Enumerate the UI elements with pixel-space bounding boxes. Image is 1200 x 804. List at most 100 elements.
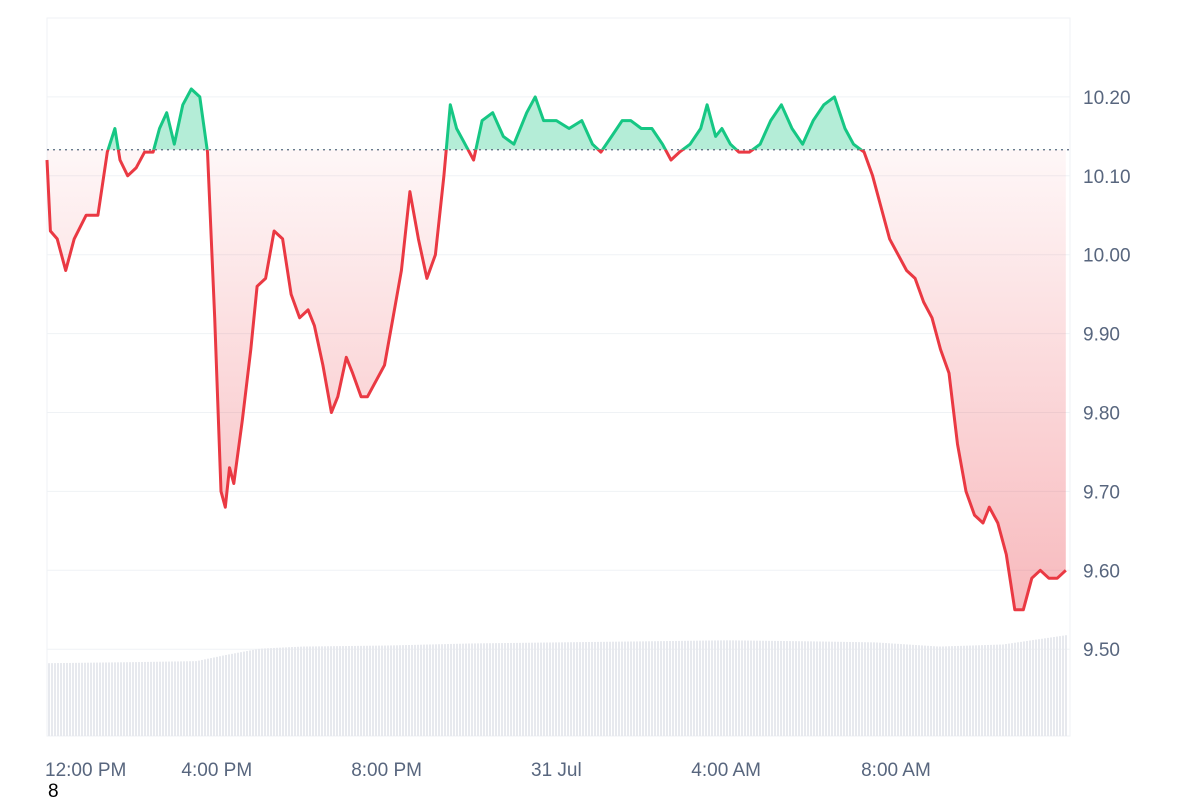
volume-bar bbox=[507, 643, 509, 736]
x-tick-label: 8:00 PM bbox=[351, 760, 422, 781]
volume-bar bbox=[219, 656, 221, 736]
volume-bar bbox=[708, 640, 710, 736]
volume-bar bbox=[627, 641, 629, 736]
volume-bar bbox=[492, 643, 494, 736]
volume-bar bbox=[801, 641, 803, 736]
volume-bar bbox=[57, 663, 59, 736]
volume-bar bbox=[300, 646, 302, 736]
volume-bar bbox=[348, 645, 350, 736]
volume-bar bbox=[1041, 638, 1043, 736]
volume-bars bbox=[48, 635, 1067, 736]
volume-bar bbox=[945, 646, 947, 736]
volume-bar bbox=[906, 644, 908, 736]
volume-bar bbox=[1044, 638, 1046, 736]
volume-bar bbox=[867, 642, 869, 736]
volume-bar bbox=[1047, 637, 1049, 736]
volume-bar bbox=[564, 642, 566, 736]
volume-bar bbox=[114, 662, 116, 736]
volume-bar bbox=[714, 640, 716, 736]
volume-bar bbox=[246, 651, 248, 736]
volume-bar bbox=[870, 642, 872, 736]
volume-bar bbox=[768, 640, 770, 736]
volume-bar bbox=[93, 662, 95, 736]
volume-bar bbox=[942, 646, 944, 736]
volume-bar bbox=[684, 640, 686, 736]
y-tick-label: 9.80 bbox=[1083, 404, 1120, 425]
volume-bar bbox=[228, 654, 230, 736]
volume-bar bbox=[1023, 641, 1025, 736]
volume-bar bbox=[585, 642, 587, 736]
volume-bar bbox=[918, 645, 920, 736]
volume-bar bbox=[279, 647, 281, 736]
volume-bar bbox=[777, 640, 779, 736]
volume-bar bbox=[117, 662, 119, 736]
volume-bar bbox=[807, 641, 809, 736]
volume-bar bbox=[879, 642, 881, 736]
volume-bar bbox=[837, 641, 839, 736]
volume-bar bbox=[795, 641, 797, 736]
volume-bar bbox=[276, 647, 278, 736]
volume-bar bbox=[339, 646, 341, 736]
volume-bar bbox=[1029, 640, 1031, 736]
volume-bar bbox=[186, 661, 188, 736]
volume-bar bbox=[933, 646, 935, 736]
volume-bar bbox=[936, 646, 938, 736]
x-tick-label: 12:00 PM bbox=[45, 760, 126, 781]
volume-bar bbox=[1056, 636, 1058, 736]
volume-bar bbox=[387, 645, 389, 736]
volume-bar bbox=[711, 640, 713, 736]
volume-bar bbox=[147, 661, 149, 736]
volume-bar bbox=[513, 642, 515, 736]
volume-bar bbox=[510, 642, 512, 736]
volume-bar bbox=[705, 640, 707, 736]
volume-bar bbox=[549, 642, 551, 736]
volume-bar bbox=[294, 646, 296, 736]
volume-bar bbox=[273, 647, 275, 736]
volume-bar bbox=[180, 661, 182, 736]
volume-bar bbox=[909, 644, 911, 736]
volume-bar bbox=[366, 645, 368, 736]
volume-bar bbox=[723, 640, 725, 736]
volume-bar bbox=[864, 642, 866, 736]
volume-bar bbox=[939, 646, 941, 736]
volume-bar bbox=[558, 642, 560, 736]
volume-bar bbox=[360, 645, 362, 736]
volume-bar bbox=[687, 640, 689, 736]
volume-bar bbox=[771, 640, 773, 736]
volume-bar bbox=[969, 645, 971, 736]
volume-bar bbox=[429, 644, 431, 736]
volume-bar bbox=[255, 649, 257, 736]
volume-bar bbox=[576, 642, 578, 736]
y-tick-label: 9.50 bbox=[1083, 640, 1120, 661]
volume-bar bbox=[597, 641, 599, 736]
volume-bar bbox=[606, 641, 608, 736]
volume-bar bbox=[693, 640, 695, 736]
volume-bar bbox=[156, 661, 158, 736]
volume-bar bbox=[351, 645, 353, 736]
y-tick-label: 9.90 bbox=[1083, 325, 1120, 346]
volume-bar bbox=[333, 646, 335, 736]
volume-bar bbox=[645, 641, 647, 736]
volume-bar bbox=[1020, 641, 1022, 736]
volume-bar bbox=[735, 640, 737, 736]
price-line bbox=[45, 87, 1067, 612]
volume-bar bbox=[282, 647, 284, 736]
volume-bar bbox=[204, 659, 206, 736]
volume-bar bbox=[126, 662, 128, 736]
volume-bar bbox=[672, 640, 674, 736]
volume-bar bbox=[660, 641, 662, 736]
volume-bar bbox=[261, 648, 263, 736]
volume-bar bbox=[231, 653, 233, 736]
volume-bar bbox=[144, 661, 146, 736]
volume-bar bbox=[465, 643, 467, 736]
volume-bar bbox=[996, 644, 998, 736]
volume-bar bbox=[819, 641, 821, 736]
volume-bar bbox=[324, 646, 326, 736]
volume-bar bbox=[1053, 636, 1055, 736]
volume-bar bbox=[270, 648, 272, 736]
volume-bar bbox=[78, 662, 80, 736]
volume-bar bbox=[999, 644, 1001, 736]
volume-bar bbox=[48, 663, 50, 736]
volume-bar bbox=[669, 641, 671, 736]
x-tick-label: 31 Jul bbox=[531, 760, 582, 781]
